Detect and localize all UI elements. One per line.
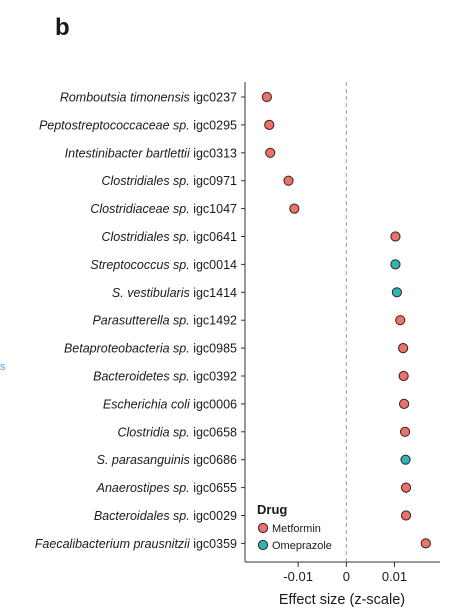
data-point [265, 147, 276, 158]
x-tick-label: 0 [343, 569, 350, 584]
y-category-label: Bacteroidetes sp. igc0392 [93, 370, 237, 384]
legend-swatch [257, 522, 269, 534]
side-mark: s [0, 361, 6, 373]
data-point [289, 203, 300, 214]
data-point [391, 287, 402, 298]
y-category-label: Anaerostipes sp. igc0655 [96, 481, 237, 495]
data-point [398, 370, 409, 382]
y-category-label: Intestinibacter bartlettii igc0313 [65, 146, 237, 160]
x-tick-label: 0.01 [382, 569, 407, 584]
y-category-label: Clostridiales sp. igc0971 [102, 174, 238, 188]
x-tick-label: -0.01 [283, 569, 313, 584]
data-point [399, 426, 411, 437]
data-point [390, 259, 401, 270]
y-category-label: S. vestibularis igc1414 [112, 286, 237, 300]
data-point [390, 231, 401, 242]
y-category-label: Streptococcus sp. igc0014 [90, 258, 237, 272]
data-point [420, 538, 431, 549]
data-point [264, 119, 275, 131]
legend-label: Omeprazole [272, 540, 332, 552]
legend-label: Metformin [272, 523, 321, 535]
data-point [399, 398, 410, 409]
data-point [398, 343, 409, 354]
data-point [400, 482, 412, 493]
y-category-label: Clostridia sp. igc0658 [117, 425, 237, 439]
y-category-label: Peptostreptococcaceae sp. igc0295 [39, 118, 237, 132]
y-category-label: Betaproteobacteria sp. igc0985 [64, 342, 237, 356]
y-category-label: Parasutterella sp. igc1492 [92, 314, 237, 328]
y-category-label: Bacteroidales sp. igc0029 [94, 509, 237, 523]
legend-title: Drug [257, 502, 287, 517]
y-category-label: Faecalibacterium prausnitzii igc0359 [35, 537, 237, 551]
data-point [400, 510, 412, 521]
y-category-label: Escherichia coli igc0006 [103, 397, 237, 411]
y-category-label: Clostridiaceae sp. igc1047 [90, 202, 237, 216]
data-point [261, 91, 272, 103]
y-category-label: S. parasanguinis igc0686 [97, 453, 237, 467]
y-category-label: Romboutsia timonensis igc0237 [60, 91, 237, 105]
legend-swatch [257, 539, 269, 551]
panel-label: b [55, 14, 70, 41]
y-category-label: Clostridiales sp. igc0641 [102, 230, 238, 244]
data-point [395, 315, 406, 326]
x-axis-title: Effect size (z-scale) [279, 592, 405, 608]
data-point [400, 454, 411, 465]
data-point [283, 175, 294, 186]
